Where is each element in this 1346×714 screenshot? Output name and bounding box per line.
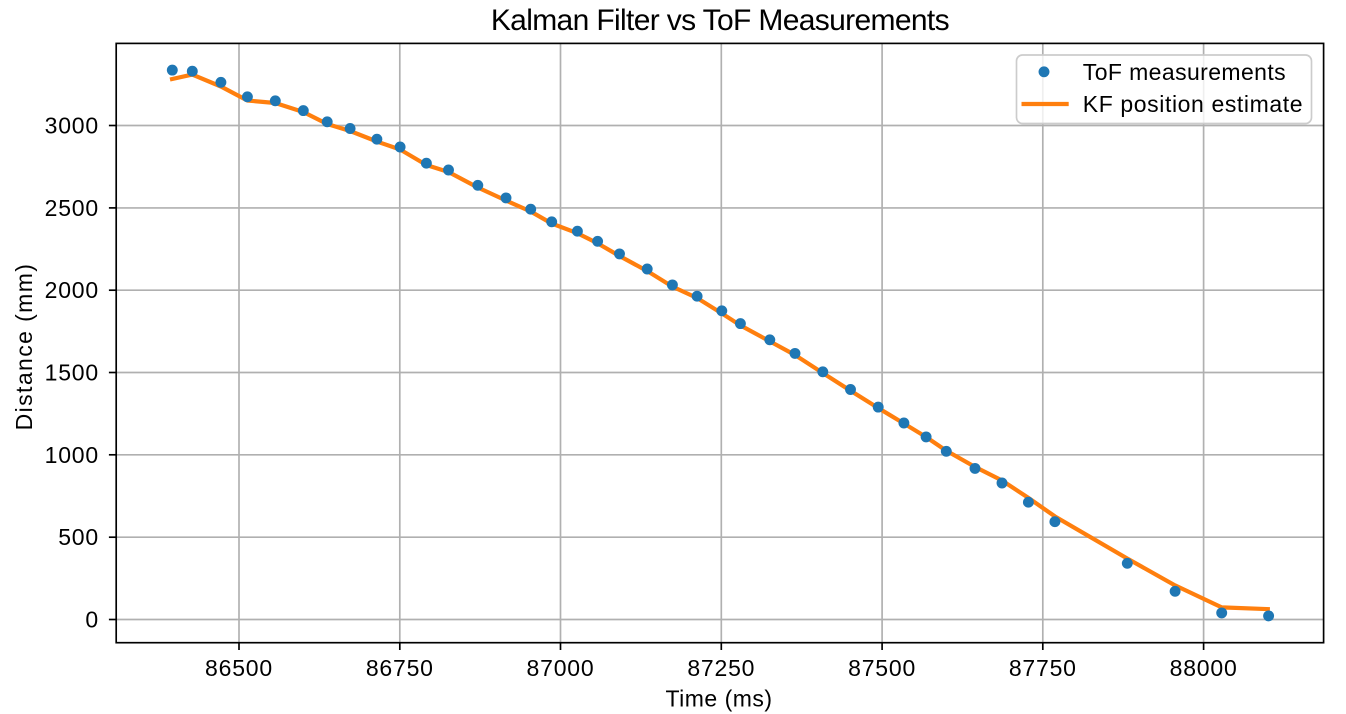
svg-text:1000: 1000 xyxy=(45,442,99,468)
svg-text:87500: 87500 xyxy=(848,655,916,681)
svg-text:500: 500 xyxy=(58,524,99,550)
svg-text:2000: 2000 xyxy=(45,277,99,303)
svg-text:ToF measurements: ToF measurements xyxy=(1083,59,1286,85)
svg-text:2500: 2500 xyxy=(45,195,99,221)
svg-text:87000: 87000 xyxy=(527,655,595,681)
svg-text:88000: 88000 xyxy=(1170,655,1238,681)
svg-text:87750: 87750 xyxy=(1009,655,1077,681)
svg-text:KF position estimate: KF position estimate xyxy=(1083,91,1303,117)
svg-text:Distance (mm): Distance (mm) xyxy=(11,263,37,431)
svg-text:1500: 1500 xyxy=(45,360,99,386)
svg-text:86500: 86500 xyxy=(205,655,273,681)
svg-text:87250: 87250 xyxy=(687,655,755,681)
svg-text:Time (ms): Time (ms) xyxy=(665,686,772,712)
svg-text:Kalman Filter vs ToF Measureme: Kalman Filter vs ToF Measurements xyxy=(491,4,949,37)
svg-text:3000: 3000 xyxy=(45,113,99,139)
svg-text:0: 0 xyxy=(85,607,99,633)
svg-text:86750: 86750 xyxy=(366,655,434,681)
